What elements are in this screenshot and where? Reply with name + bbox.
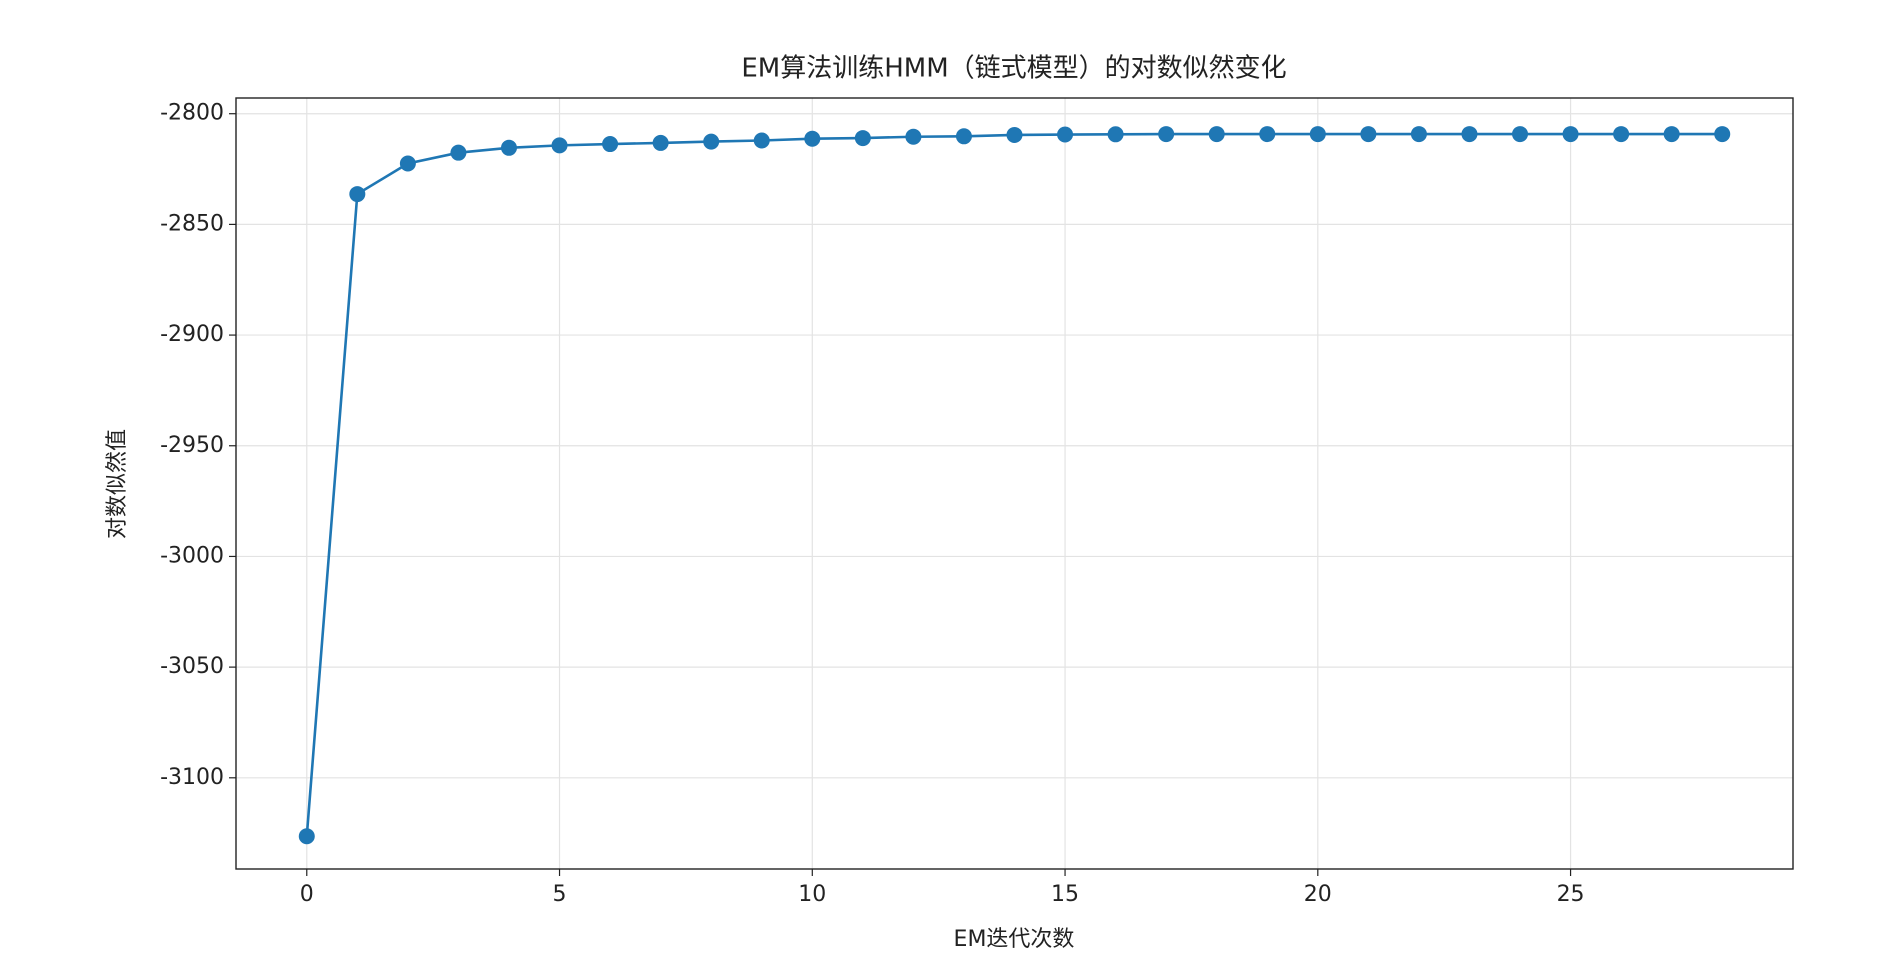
x-tick-label: 15 xyxy=(1051,882,1079,907)
data-point xyxy=(905,128,922,145)
y-tick-label: -3100 xyxy=(160,765,224,790)
x-tick-label: 20 xyxy=(1304,882,1332,907)
data-point xyxy=(349,186,366,203)
x-tick-label: 25 xyxy=(1557,882,1585,907)
x-tick-label: 5 xyxy=(553,882,567,907)
chart-title: EM算法训练HMM（链式模型）的对数似然变化 xyxy=(741,54,1286,84)
x-tick-label: 0 xyxy=(300,882,314,907)
data-point xyxy=(854,130,871,147)
x-tick-label: 10 xyxy=(798,882,826,907)
data-point xyxy=(551,137,568,154)
data-point xyxy=(399,155,416,172)
data-point xyxy=(753,132,770,149)
y-tick-label: -3000 xyxy=(160,543,224,568)
data-point xyxy=(804,130,821,147)
data-point xyxy=(1057,126,1074,143)
data-point xyxy=(1259,126,1276,143)
plot-frame xyxy=(235,97,1794,870)
data-point xyxy=(1613,126,1630,143)
data-point xyxy=(1663,126,1680,143)
y-tick-label: -2900 xyxy=(160,322,224,347)
y-tick-label: -2850 xyxy=(160,211,224,236)
data-point xyxy=(1208,126,1225,143)
data-point xyxy=(652,134,669,151)
data-point xyxy=(298,828,315,845)
data-point xyxy=(703,133,720,150)
data-point xyxy=(602,136,619,153)
y-tick-label: -2950 xyxy=(160,433,224,458)
y-axis-label: 对数似然值 xyxy=(105,429,130,539)
data-point xyxy=(1006,126,1023,143)
data-point xyxy=(1410,126,1427,143)
data-point xyxy=(500,139,517,156)
data-point xyxy=(1158,126,1175,143)
y-tick-label: -3050 xyxy=(160,654,224,679)
data-point xyxy=(1360,126,1377,143)
data-point xyxy=(1714,126,1731,143)
data-point xyxy=(1562,126,1579,143)
data-point xyxy=(450,144,467,161)
y-tick-label: -2800 xyxy=(160,101,224,126)
data-point xyxy=(1461,126,1478,143)
x-axis-label: EM迭代次数 xyxy=(954,927,1075,952)
data-point xyxy=(955,128,972,145)
data-point xyxy=(1512,126,1529,143)
data-line xyxy=(305,132,1723,837)
data-point xyxy=(1309,126,1326,143)
data-point xyxy=(1107,126,1124,143)
